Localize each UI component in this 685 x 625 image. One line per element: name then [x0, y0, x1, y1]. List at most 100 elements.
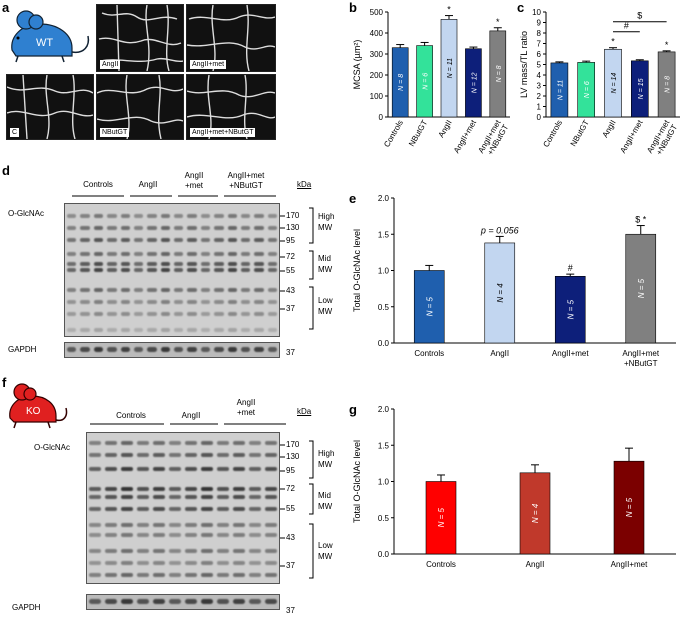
x-tick-label: AngII	[437, 119, 454, 140]
blot-band	[185, 467, 197, 471]
blot-band	[214, 288, 224, 292]
blot-band	[169, 467, 181, 471]
n-label: N = 14	[611, 73, 618, 94]
f-marker-72: 72	[286, 484, 295, 493]
blot-band	[153, 495, 165, 499]
blot-band	[89, 573, 101, 577]
blot-band	[147, 238, 157, 242]
y-axis-label: Total O-GlcNAc level	[352, 440, 362, 523]
blot-band	[233, 441, 245, 445]
caption-angii-met: AngII+met	[190, 60, 227, 69]
blot-band	[105, 507, 117, 511]
blot-band	[169, 453, 181, 457]
blot-band	[227, 214, 237, 218]
micrograph-nbutgt: NButGT	[96, 74, 184, 140]
f-marker-95: 95	[286, 466, 295, 475]
blot-band	[137, 487, 149, 491]
blot-band	[187, 347, 197, 352]
y-tick-label: 7	[537, 40, 542, 49]
significance-mark: *	[665, 40, 669, 50]
blot-band	[137, 561, 149, 565]
n-label: N = 5	[637, 278, 646, 298]
blot-band	[107, 214, 117, 218]
y-tick-label: 1	[537, 103, 542, 112]
blot-band	[137, 533, 149, 537]
blot-band	[240, 328, 251, 332]
chart-c: 01 23 45 67 89 10 LV mass/TL ratio N = 11 Contro…	[519, 8, 680, 157]
y-axis-label: Total O-GlcNAc level	[352, 229, 362, 312]
blot-band	[217, 507, 229, 511]
d-row-label: O-GlcNAc	[8, 209, 44, 218]
blot-band	[249, 453, 261, 457]
blot-band	[121, 533, 133, 537]
blot-band	[169, 533, 181, 537]
blot-band	[137, 523, 149, 527]
y-tick-label: 5	[537, 61, 542, 70]
blot-band	[120, 252, 130, 256]
d-group-angii: AngII	[138, 180, 158, 189]
f-blot-gapdh	[86, 594, 280, 610]
blot-band	[201, 467, 213, 471]
blot-band	[89, 453, 101, 457]
blot-band	[201, 523, 213, 527]
blot-band	[254, 268, 264, 272]
blot-band	[89, 599, 101, 604]
blot-band	[227, 226, 237, 230]
blot-band	[265, 467, 277, 471]
blot-band	[153, 467, 165, 471]
x-tick-label: Controls	[541, 119, 564, 149]
significance-mark: *	[496, 17, 500, 27]
blot-band	[240, 214, 251, 218]
blot-band	[265, 573, 277, 577]
blot-band	[187, 262, 197, 266]
blot-band	[227, 262, 237, 266]
blot-band	[121, 453, 133, 457]
blot-band	[133, 288, 144, 292]
blot-band	[233, 573, 245, 577]
n-label: N = 8	[665, 76, 672, 93]
blot-band	[217, 467, 229, 471]
blot-band	[214, 347, 224, 352]
blot-band	[147, 312, 157, 316]
blot-band	[93, 300, 104, 304]
n-label: N = 5	[425, 297, 434, 317]
blot-band	[89, 441, 101, 445]
blot-band	[265, 441, 277, 445]
blot-band	[133, 300, 144, 304]
blot-band	[185, 573, 197, 577]
blot-band	[160, 328, 170, 332]
blot-band	[80, 214, 90, 218]
blot-band	[93, 214, 104, 218]
blot-band	[201, 533, 213, 537]
blot-band	[240, 300, 251, 304]
significance-mark: *	[447, 5, 451, 15]
blot-band	[265, 487, 277, 491]
blot-band	[185, 533, 197, 537]
blot-band	[121, 441, 133, 445]
micrograph-angii-met: AngII+met	[186, 4, 276, 72]
blot-band	[80, 226, 90, 230]
blot-band	[147, 252, 157, 256]
bar	[519, 472, 551, 555]
n-label: N = 4	[531, 503, 540, 523]
blot-band	[233, 495, 245, 499]
f-group-angii-met: AngII +met	[236, 398, 256, 417]
y-tick-label: 200	[370, 71, 384, 80]
blot-band	[147, 347, 157, 352]
blot-band	[233, 549, 245, 553]
y-tick-label: 1.5	[378, 441, 390, 450]
blot-band	[67, 347, 77, 352]
significance-label: #	[624, 21, 629, 31]
f-range-high: High MW	[318, 449, 335, 469]
blot-band	[80, 268, 90, 272]
blot-band	[153, 507, 165, 511]
d-kda-title: kDa	[297, 180, 312, 189]
blot-band	[267, 226, 277, 230]
blot-band	[254, 312, 264, 316]
x-tick-label: Controls	[426, 560, 456, 569]
f-marker-43: 43	[286, 533, 295, 542]
blot-band	[254, 226, 264, 230]
blot-band	[93, 268, 104, 272]
n-label: N = 15	[638, 78, 645, 99]
blot-band	[105, 487, 117, 491]
